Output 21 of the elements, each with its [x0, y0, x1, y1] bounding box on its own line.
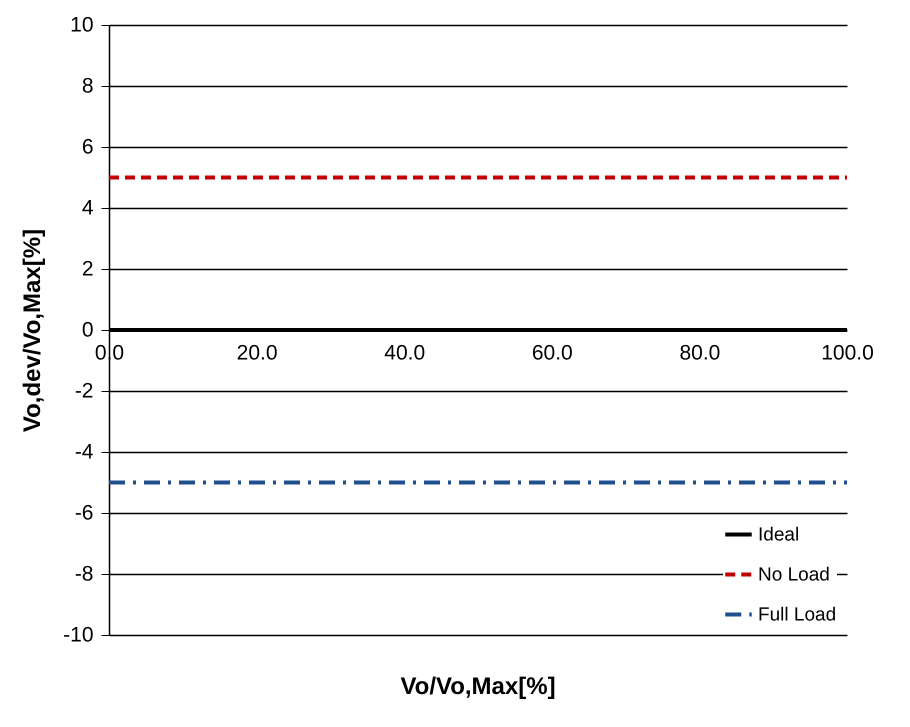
y-tick-label: -8: [74, 562, 94, 586]
y-tick-label: 2: [82, 258, 94, 280]
x-axis-title: Vo/Vo,Max[%]: [400, 673, 556, 700]
y-tick-label: 10: [70, 14, 94, 36]
y-tick-label: -6: [74, 502, 94, 524]
y-tick-label: 0: [82, 318, 94, 342]
x-tick-label: 60.0: [532, 342, 573, 364]
y-tick-label: -10: [63, 624, 94, 646]
legend-label: Ideal: [758, 524, 800, 546]
x-tick-label: 80.0: [679, 342, 720, 364]
y-tick-label: -4: [74, 440, 94, 464]
legend-label: Full Load: [758, 604, 836, 626]
x-tick-label: 40.0: [384, 342, 426, 364]
y-tick-label: 8: [82, 74, 94, 98]
y-tick-label: 6: [82, 136, 94, 158]
x-tick-label: 20.0: [236, 342, 278, 364]
y-tick-label: 4: [82, 196, 94, 220]
y-axis-title: Vo,dev/Vo,Max[%]: [19, 228, 46, 432]
x-tick-label: 100.0: [821, 342, 874, 364]
legend-label: No Load: [758, 564, 830, 586]
y-tick-label: -2: [74, 380, 94, 402]
